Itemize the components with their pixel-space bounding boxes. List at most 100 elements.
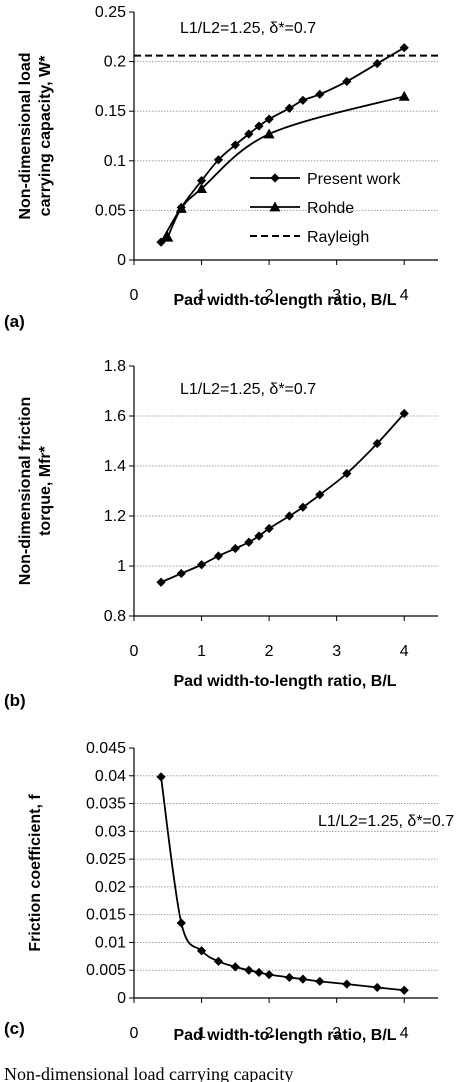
x-tick-label: 0	[130, 287, 139, 304]
panel-label: (c)	[4, 1019, 25, 1038]
legend-marker	[270, 173, 280, 183]
y-axis-label-line: Non-dimensional friction	[17, 397, 34, 585]
x-tick-label: 4	[400, 643, 409, 660]
data-point	[372, 982, 382, 993]
data-point	[398, 90, 410, 101]
x-tick-label: 1	[197, 1025, 206, 1042]
x-tick-label: 2	[265, 1025, 274, 1042]
data-point	[244, 537, 254, 547]
x-tick-label: 1	[197, 643, 206, 660]
data-point	[372, 438, 382, 449]
y-axis-label-line: Non-dimensional load	[17, 52, 34, 219]
chart-legend: Present work Rohde Rayleigh	[250, 171, 401, 246]
data-point	[230, 140, 240, 150]
data-point	[254, 121, 264, 131]
panel-label: (a)	[4, 312, 25, 331]
data-point	[298, 95, 308, 105]
data-point	[264, 523, 274, 534]
y-tick-label: 0.03	[95, 823, 126, 840]
y-axis-label: Friction coefficient, f	[27, 794, 44, 952]
y-tick-label: 0.8	[104, 608, 126, 625]
chart-panel-c: 0 0.005 0.01 0.015 0.02 0.025 0.03 0.035 0.04 0.0…	[4, 740, 454, 1044]
y-axis-label-line: torque, Mfr*	[37, 445, 54, 536]
data-point	[244, 965, 254, 975]
y-axis-label: Non-dimensional load carrying capacity, W…	[17, 52, 54, 219]
y-tick-label: 0.015	[86, 907, 126, 924]
data-point	[298, 502, 308, 512]
data-point	[264, 114, 274, 124]
data-point	[175, 202, 187, 213]
chart-annotation: L1/L2=1.25, δ*=0.7	[318, 813, 454, 830]
data-point	[399, 43, 409, 53]
data-point	[315, 976, 325, 986]
data-point	[315, 89, 325, 99]
x-tick-label: 3	[332, 1025, 341, 1042]
y-tick-label: 0.05	[95, 202, 126, 219]
data-point	[196, 946, 207, 956]
x-axis-label: Pad width-to-length ratio, B/L	[173, 673, 396, 690]
panel-label: (b)	[4, 691, 26, 710]
legend-entry: Present work	[307, 171, 401, 188]
y-axis-label-line: carrying capacity, W*	[37, 55, 54, 216]
y-tick-label: 0.035	[86, 796, 126, 813]
y-tick-label: 0.01	[95, 934, 126, 951]
data-point	[196, 176, 207, 186]
chart-panel-b: 0.8 1 1.2 1.4 1.6 1.8 0 1 2 3 4 L1/L2=1.25, δ*=0.7 P…	[4, 358, 438, 710]
data-point	[156, 577, 166, 587]
y-tick-label: 0.045	[86, 740, 126, 757]
y-tick-label: 1.4	[104, 458, 126, 475]
series-line-rohde	[166, 95, 405, 238]
x-tick-label: 4	[400, 1025, 409, 1042]
data-point	[284, 972, 294, 983]
data-point	[213, 551, 224, 561]
x-axis-label: Pad width-to-length ratio, B/L	[173, 1027, 396, 1044]
x-tick-label: 0	[130, 643, 139, 660]
y-tick-label: 0.25	[95, 4, 126, 21]
data-point	[230, 543, 240, 554]
y-tick-label: 0.1	[104, 153, 126, 170]
data-point	[156, 772, 166, 782]
chart-annotation: L1/L2=1.25, δ*=0.7	[180, 381, 316, 398]
y-tick-label: 0.15	[95, 103, 126, 120]
y-tick-label: 0	[117, 990, 126, 1007]
y-tick-label: 1.8	[104, 358, 126, 375]
figure-caption: Non-dimensional load carrying capacity	[4, 1064, 293, 1082]
y-tick-label: 1.2	[104, 508, 126, 525]
data-point	[298, 974, 308, 984]
y-axis-label: Non-dimensional friction torque, Mfr*	[17, 397, 54, 585]
data-point	[284, 103, 294, 113]
x-axis-label: Pad width-to-length ratio, B/L	[173, 292, 396, 309]
data-point	[162, 231, 174, 242]
data-point	[196, 560, 207, 570]
x-tick-label: 3	[332, 287, 341, 304]
x-tick-label: 2	[265, 287, 274, 304]
data-point	[263, 128, 275, 139]
y-tick-label: 0.2	[104, 54, 126, 71]
data-point	[176, 568, 186, 579]
data-point	[342, 76, 352, 87]
x-tick-label: 4	[400, 287, 409, 304]
data-point	[176, 918, 186, 928]
data-point	[342, 979, 352, 989]
data-point	[342, 468, 352, 479]
data-point	[254, 967, 264, 978]
data-point	[399, 985, 409, 995]
legend-marker	[269, 201, 281, 212]
data-point	[230, 962, 240, 972]
data-point	[399, 408, 409, 419]
data-point	[372, 58, 382, 69]
y-tick-label: 0.04	[95, 768, 126, 785]
y-axis-label-line: Friction coefficient, f	[27, 794, 44, 952]
data-point	[244, 129, 254, 139]
data-point	[196, 183, 208, 193]
series-line-series	[160, 412, 405, 584]
data-point	[213, 155, 224, 165]
x-tick-label: 0	[130, 1025, 139, 1042]
y-tick-label: 1.6	[104, 408, 126, 425]
y-tick-label: 0	[117, 252, 126, 269]
chart-panel-a: 0 0.05 0.1 0.15 0.2 0.25 0 1 2 3 4 L1/L2=1.25, δ*=0…	[4, 4, 438, 331]
y-tick-label: 1	[117, 558, 126, 575]
data-point	[284, 511, 294, 521]
data-point	[254, 531, 264, 541]
